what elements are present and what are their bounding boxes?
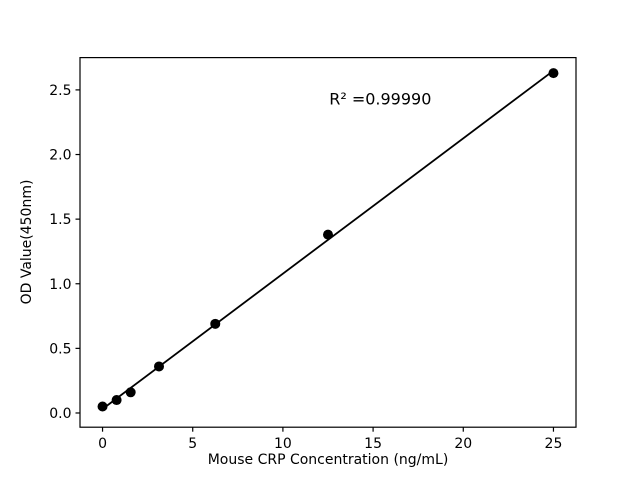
y-tick-label: 0.5 bbox=[49, 341, 71, 357]
x-tick-label: 10 bbox=[274, 436, 292, 452]
x-tick-label: 20 bbox=[454, 436, 472, 452]
y-axis-label: OD Value(450nm) bbox=[19, 180, 35, 305]
x-tick-label: 0 bbox=[98, 436, 107, 452]
x-tick-label: 5 bbox=[188, 436, 197, 452]
y-tick-label: 2.0 bbox=[49, 148, 71, 164]
fit-line bbox=[102, 69, 554, 410]
y-tick-label: 2.5 bbox=[49, 83, 71, 99]
y-tick-label: 1.0 bbox=[49, 277, 71, 293]
x-axis-label: Mouse CRP Concentration (ng/mL) bbox=[208, 452, 449, 468]
data-point bbox=[97, 401, 108, 412]
data-point bbox=[153, 361, 164, 372]
data-point bbox=[111, 395, 122, 406]
x-tick-label: 15 bbox=[364, 436, 382, 452]
y-tick-label: 0.0 bbox=[49, 406, 71, 422]
data-point bbox=[548, 68, 559, 79]
data-point bbox=[210, 318, 221, 329]
data-point bbox=[323, 229, 333, 240]
x-tick-label: 25 bbox=[545, 436, 563, 452]
data-point bbox=[125, 387, 136, 398]
y-tick-label: 1.5 bbox=[49, 212, 71, 228]
plot-area: 0 5 10 15 20 25 0.0 0.5 1.0 1.5 2.0 2.5 bbox=[49, 56, 577, 452]
axes-spines bbox=[79, 56, 577, 428]
r-squared-annotation: R² =0.99990 bbox=[329, 89, 431, 108]
